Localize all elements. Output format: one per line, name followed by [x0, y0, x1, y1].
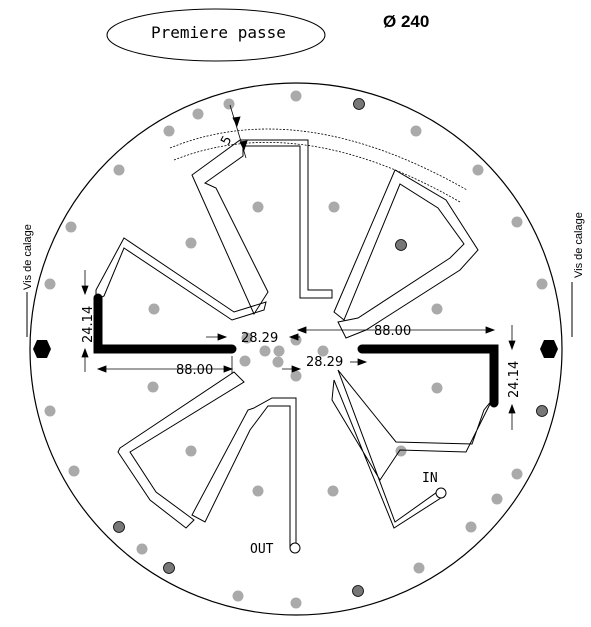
hole: [252, 485, 264, 497]
screw-hex-left: [33, 340, 51, 358]
electrode-lower-left: [117, 371, 245, 529]
hole: [465, 521, 477, 533]
port-out-label: OUT: [250, 542, 274, 557]
electrode-lower: [191, 397, 297, 549]
port-out-pad: [289, 542, 301, 554]
hole: [68, 465, 80, 477]
arrow-icon: [232, 116, 241, 128]
dim-label-88-right: 88.00: [374, 324, 411, 339]
hole: [113, 521, 125, 533]
arrow-icon: [81, 347, 89, 358]
hole: [147, 381, 159, 393]
arrow-icon: [81, 285, 89, 296]
hole: [148, 303, 160, 315]
arrow-icon: [296, 326, 307, 334]
hole: [395, 239, 407, 251]
hole: [273, 345, 285, 357]
hole: [241, 332, 253, 344]
arrow-icon: [508, 340, 516, 351]
electrode-upper-right: [333, 169, 479, 339]
diameter-label: Ø 240: [383, 12, 429, 31]
hole: [185, 445, 197, 457]
hole: [410, 125, 422, 137]
board-outline: [29, 82, 563, 616]
hole: [431, 303, 443, 315]
arrow-icon: [223, 365, 234, 373]
arrow-icon: [357, 358, 368, 366]
hole: [413, 562, 425, 574]
feed-lines: [93, 293, 499, 408]
dim-label-2829-bottom: 28.29: [306, 355, 343, 370]
side-label-left: Vis de calage: [22, 224, 34, 290]
hole: [272, 356, 284, 368]
arrow-icon: [291, 365, 302, 373]
hole: [223, 98, 235, 110]
hole: [44, 278, 56, 290]
electrode-upper-left: [95, 237, 267, 321]
hole: [163, 562, 175, 574]
side-label-right: Vis de calage: [573, 212, 585, 278]
hole: [491, 493, 503, 505]
hole: [136, 543, 148, 555]
hole: [232, 590, 244, 602]
feed-left: [93, 293, 237, 354]
hole: [44, 405, 56, 417]
port-in-pad: [435, 487, 447, 499]
arrow-icon: [96, 365, 107, 373]
arrow-icon: [239, 140, 248, 152]
arrow-icon: [288, 333, 299, 341]
hole: [113, 164, 125, 176]
hole: [239, 355, 251, 367]
dim-label-2414-left: 24.14: [81, 306, 96, 343]
arc-inner: [173, 142, 461, 203]
hole: [328, 201, 340, 213]
title-text: Premiere passe: [151, 23, 286, 42]
hole: [290, 370, 302, 382]
feed-right: [357, 344, 499, 408]
electrode-lower-right: [331, 369, 493, 529]
hole: [252, 201, 264, 213]
hole: [352, 585, 364, 597]
dim-label-88-left: 88.00: [176, 363, 213, 378]
hole: [290, 597, 302, 609]
hole: [511, 468, 523, 480]
dim-label-2414-right: 24.14: [507, 361, 522, 398]
arc-outer: [169, 128, 468, 191]
hole: [192, 108, 204, 120]
hole: [511, 216, 523, 228]
arrow-icon: [508, 403, 516, 414]
hole: [536, 278, 548, 290]
hole: [290, 90, 302, 102]
electrode-top: [191, 139, 333, 316]
dim-label-2829-top: 28.29: [241, 331, 278, 346]
arrow-icon: [485, 326, 496, 334]
hole: [536, 405, 548, 417]
hole: [65, 221, 77, 233]
hole: [472, 164, 484, 176]
title-ellipse: [106, 8, 326, 62]
hole: [353, 98, 365, 110]
hole: [395, 445, 407, 457]
mounting-holes: [44, 90, 548, 609]
dimensions: [81, 104, 516, 430]
hole: [259, 345, 271, 357]
hole: [185, 237, 197, 249]
hole: [327, 485, 339, 497]
hole: [163, 125, 175, 137]
port-in-label: IN: [422, 471, 438, 486]
hole: [317, 345, 329, 357]
screw-hex-right: [540, 340, 558, 358]
hole: [431, 382, 443, 394]
arrow-icon: [217, 333, 228, 341]
